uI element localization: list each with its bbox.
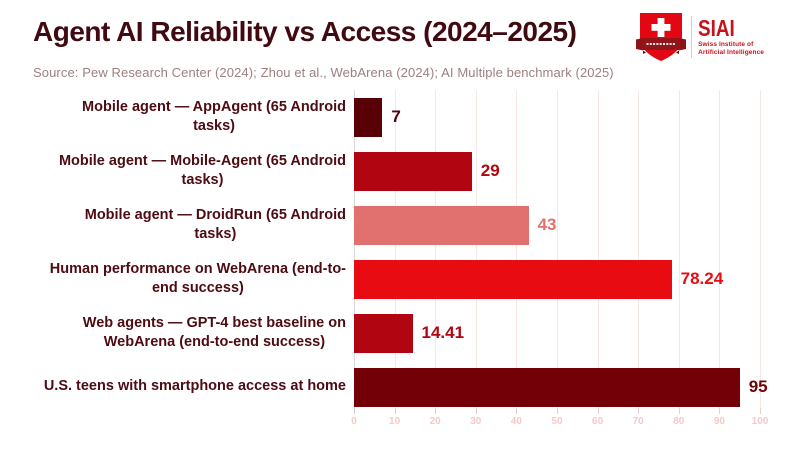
grid-line — [435, 90, 437, 408]
axis-tick-label: 0 — [351, 416, 357, 427]
axis-tick-label: 10 — [389, 416, 401, 427]
grid-line — [719, 90, 721, 408]
axis-tick — [597, 408, 599, 414]
siai-shield-icon — [636, 13, 687, 61]
bar — [354, 367, 740, 407]
axis-tick — [354, 408, 355, 414]
axis-tick-label: 20 — [429, 416, 441, 427]
axis-tick — [678, 408, 680, 414]
plot-cell: 43 — [354, 205, 760, 245]
axis-tick — [638, 408, 640, 414]
axis-tick-label: 60 — [592, 416, 604, 427]
source-caption: Source: Pew Research Center (2024); Zhou… — [33, 65, 614, 80]
value-label: 95 — [748, 377, 768, 396]
category-label-cell: Mobile agent — DroidRun (65 Android task… — [0, 206, 346, 244]
grid-line — [678, 90, 680, 408]
axis-tick — [760, 408, 761, 414]
grid-line — [760, 90, 761, 408]
chart-row: Mobile agent — AppAgent (65 Android task… — [0, 90, 800, 144]
axis-tick-label: 70 — [632, 416, 644, 427]
logo-org-line2: Artificial Intelligence — [698, 49, 764, 57]
bar — [354, 97, 383, 137]
bar — [354, 259, 672, 299]
value-label: 78.24 — [680, 269, 724, 288]
category-label-cell: Web agents — GPT-4 best baseline on WebA… — [0, 314, 346, 352]
axis-tick-label: 50 — [551, 416, 563, 427]
grid-line — [394, 90, 396, 408]
axis-tick — [719, 408, 721, 414]
grid-line — [516, 90, 518, 408]
category-label: Mobile agent — DroidRun (65 Android task… — [84, 206, 346, 242]
page-title: Agent AI Reliability vs Access (2024–202… — [33, 16, 577, 47]
logo-text: SIAI Swiss Institute of Artificial Intel… — [698, 16, 764, 57]
category-label-cell: Mobile agent — Mobile-Agent (65 Android … — [0, 152, 346, 190]
category-label: Mobile agent — Mobile-Agent (65 Android … — [58, 152, 346, 188]
axis-tick — [435, 408, 437, 414]
bar — [354, 205, 529, 245]
category-label: Human performance on WebArena (end-to- e… — [49, 260, 346, 296]
axis-tick-label: 40 — [510, 416, 522, 427]
category-label-cell: Mobile agent — AppAgent (65 Android task… — [0, 98, 346, 136]
value-label: 29 — [480, 161, 500, 180]
category-label: Web agents — GPT-4 best baseline on WebA… — [82, 314, 346, 350]
grid-line — [557, 90, 558, 408]
grid-line — [597, 90, 599, 408]
grid-line — [638, 90, 640, 408]
plot-cell: 95 — [354, 367, 768, 407]
axis-tick-label: 90 — [713, 416, 725, 427]
logo-org-line1: Swiss Institute of — [698, 40, 754, 48]
grid-line — [354, 90, 355, 408]
gridlines — [354, 90, 761, 408]
bar — [354, 313, 413, 353]
category-label-cell: Human performance on WebArena (end-to- e… — [0, 260, 346, 298]
axis-tick-label: 100 — [751, 416, 769, 427]
plot-cell: 7 — [354, 97, 760, 137]
bar-chart: Mobile agent — AppAgent (65 Android task… — [0, 90, 800, 430]
plot-cell: 14.41 — [354, 313, 760, 353]
logo-acronym: SIAI — [698, 15, 735, 42]
logo-divider — [691, 16, 693, 58]
bar — [354, 151, 472, 191]
axis-tick-label: 80 — [673, 416, 685, 427]
plot-cell: 78.24 — [354, 259, 760, 299]
chart-row: Human performance on WebArena (end-to- e… — [0, 252, 800, 306]
x-axis: 0 10 20 30 40 50 60 70 80 90 100 — [351, 408, 768, 434]
axis-tick — [516, 408, 518, 414]
siai-logo: SIAI Swiss Institute of Artificial Intel… — [636, 11, 764, 63]
chart-row: Mobile agent — DroidRun (65 Android task… — [0, 198, 800, 252]
chart-row: U.S. teens with smartphone access at hom… — [0, 360, 800, 414]
plot-cell: 29 — [354, 151, 760, 191]
value-label: 14.41 — [421, 323, 465, 342]
axis-tick-label: 30 — [470, 416, 482, 427]
axis-tick — [557, 408, 558, 414]
chart-rows: Mobile agent — AppAgent (65 Android task… — [0, 90, 800, 414]
value-label: 43 — [537, 215, 557, 234]
grid-line — [475, 90, 477, 408]
category-label: U.S. teens with smartphone access at hom… — [43, 378, 346, 395]
chart-row: Mobile agent — Mobile-Agent (65 Android … — [0, 144, 800, 198]
category-label-cell: U.S. teens with smartphone access at hom… — [0, 377, 346, 396]
axis-tick — [475, 408, 477, 414]
axis-tick — [394, 408, 396, 414]
value-label: 7 — [391, 107, 401, 126]
category-label: Mobile agent — AppAgent (65 Android task… — [82, 98, 346, 134]
chart-row: Web agents — GPT-4 best baseline on WebA… — [0, 306, 800, 360]
